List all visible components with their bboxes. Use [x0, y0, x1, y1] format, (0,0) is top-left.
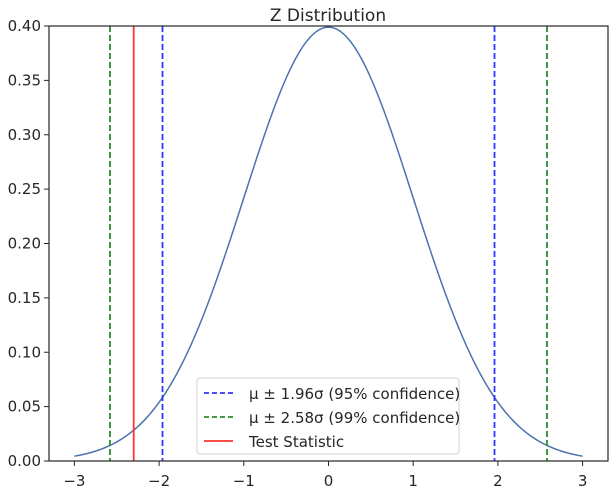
- y-tick-label: 0.10: [8, 343, 41, 361]
- x-tick-label: 1: [408, 472, 418, 490]
- y-tick-label: 0.15: [8, 289, 41, 307]
- y-tick-label: 0.35: [8, 71, 41, 89]
- x-tick-label: −1: [233, 472, 255, 490]
- x-tick-label: 0: [324, 472, 334, 490]
- x-tick-label: 2: [493, 472, 503, 490]
- legend-label: μ ± 1.96σ (95% confidence): [249, 385, 460, 403]
- legend: μ ± 1.96σ (95% confidence) μ ± 2.58σ (99%…: [196, 377, 460, 455]
- x-tick-label: −2: [148, 472, 170, 490]
- chart-title: Z Distribution: [270, 6, 386, 26]
- y-tick-label: 0.40: [8, 17, 41, 35]
- y-tick-label: 0.30: [8, 126, 41, 144]
- legend-label: μ ± 2.58σ (99% confidence): [249, 409, 460, 427]
- x-tick-label: −3: [63, 472, 85, 490]
- legend-label: Test Statistic: [248, 433, 344, 451]
- y-tick-label: 0.20: [8, 235, 41, 253]
- normal-pdf-curve: [74, 26, 583, 457]
- x-tick-label: 3: [578, 472, 588, 490]
- axes-frame: [48, 25, 609, 462]
- y-tick-label: 0.05: [8, 398, 41, 416]
- y-tick-label: 0.00: [8, 452, 41, 470]
- y-tick-label: 0.25: [8, 180, 41, 198]
- legend-box: [196, 377, 460, 455]
